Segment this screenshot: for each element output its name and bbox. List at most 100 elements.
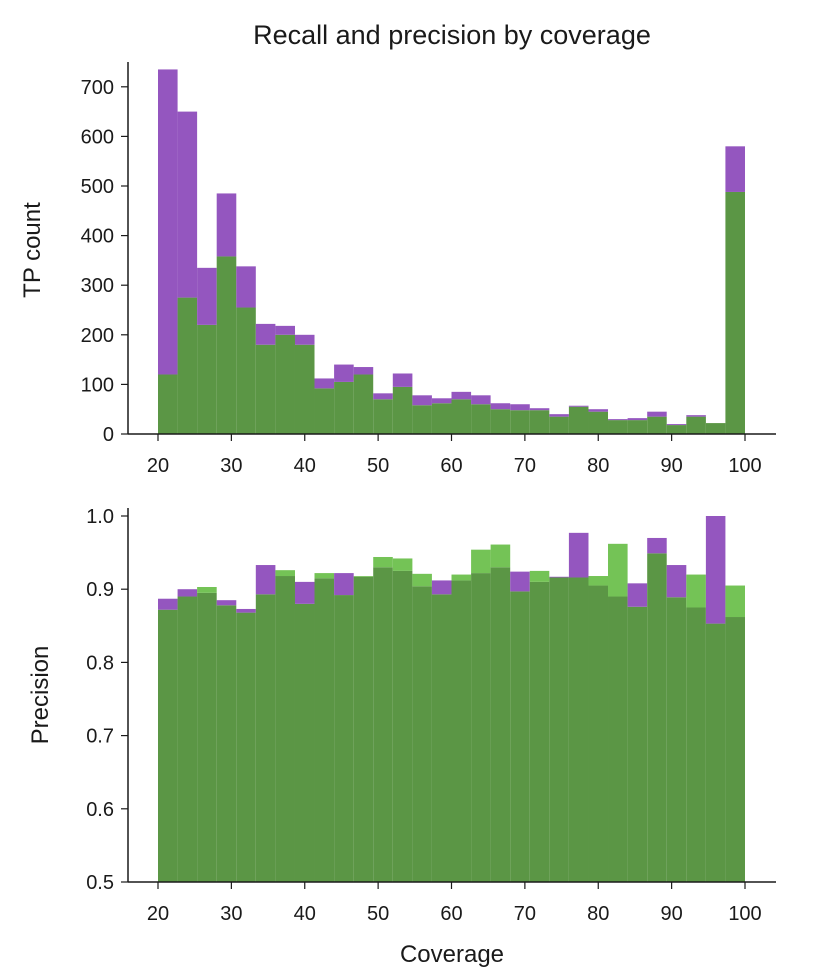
top-bar-overlap-25 (647, 416, 667, 434)
bottom-bar-overlap-9 (334, 595, 354, 882)
bottom-bar-green-6 (275, 570, 295, 577)
top-bar-purple-2 (197, 267, 217, 325)
bottom-bar-purple-4 (236, 608, 256, 613)
bottom-y-tick-label-2: 0.7 (86, 726, 114, 748)
top-x-tick-label-90: 90 (661, 455, 683, 477)
bottom-bar-purple-1 (177, 589, 198, 597)
bottom-bar-overlap-13 (412, 586, 432, 882)
bottom-bar-overlap-28 (705, 623, 726, 882)
top-bar-purple-16 (471, 395, 491, 405)
bottom-bar-overlap-26 (666, 597, 687, 882)
top-bar-purple-6 (275, 325, 295, 335)
bottom-x-tick-label-30: 30 (220, 903, 242, 925)
bottom-y-tick-label-0: 0.5 (86, 872, 114, 894)
top-bar-purple-0 (158, 69, 178, 375)
top-bar-overlap-16 (471, 404, 491, 434)
bottom-bar-overlap-2 (197, 592, 217, 882)
top-bar-overlap-18 (510, 410, 530, 434)
bottom-bar-green-16 (471, 549, 491, 574)
bottom-bar-purple-24 (627, 583, 648, 607)
top-bar-purple-12 (392, 373, 413, 387)
bottom-bar-overlap-22 (588, 585, 609, 882)
bottom-bar-green-17 (490, 544, 511, 568)
top-bar-purple-27 (686, 415, 706, 417)
top-bar-purple-3 (216, 193, 237, 257)
top-bar-purple-20 (549, 414, 569, 417)
bottom-bar-overlap-14 (431, 594, 452, 882)
chart-title: Recall and precision by coverage (253, 20, 651, 50)
top-bar-overlap-6 (275, 334, 295, 434)
top-y-tick-label-0: 0 (103, 424, 114, 446)
bottom-bar-green-11 (373, 556, 393, 568)
top-bar-overlap-19 (529, 410, 550, 434)
bottom-bar-overlap-11 (373, 567, 393, 882)
bottom-bar-overlap-8 (314, 578, 335, 882)
top-y-axis-label: TP count (19, 202, 46, 298)
top-x-tick-label-50: 50 (367, 455, 389, 477)
bottom-x-tick-label-80: 80 (587, 903, 609, 925)
top-bar-overlap-23 (608, 420, 628, 434)
bottom-bar-green-13 (412, 573, 432, 587)
top-bar-overlap-10 (353, 374, 374, 434)
top-bar-purple-1 (177, 111, 198, 298)
bottom-bar-overlap-0 (158, 609, 178, 882)
bottom-bar-green-8 (314, 573, 335, 579)
top-bar-overlap-7 (294, 344, 315, 434)
top-bar-overlap-28 (705, 423, 726, 434)
bottom-bar-green-15 (451, 574, 472, 581)
bottom-x-tick-label-60: 60 (440, 903, 462, 925)
bottom-bar-overlap-27 (686, 607, 706, 882)
top-bar-overlap-0 (158, 374, 178, 434)
top-y-tick-label-7: 700 (81, 77, 114, 99)
top-bar-purple-10 (353, 367, 374, 375)
bottom-bar-overlap-4 (236, 612, 256, 882)
top-y-tick-label-4: 400 (81, 226, 114, 248)
bottom-x-tick-label-40: 40 (294, 903, 316, 925)
top-bar-overlap-14 (431, 403, 452, 434)
top-x-tick-label-60: 60 (440, 455, 462, 477)
top-bar-overlap-21 (568, 406, 589, 434)
bottom-x-tick-label-90: 90 (661, 903, 683, 925)
top-bar-overlap-8 (314, 388, 335, 434)
bottom-bar-overlap-16 (471, 573, 491, 882)
bottom-bar-green-19 (529, 570, 550, 582)
bottom-bar-overlap-17 (490, 567, 511, 882)
top-bar-overlap-11 (373, 399, 393, 434)
top-x-tick-label-20: 20 (147, 455, 169, 477)
top-bar-purple-26 (666, 424, 687, 426)
top-bar-purple-8 (314, 378, 335, 389)
top-bar-purple-19 (529, 408, 550, 411)
top-bar-purple-29 (725, 146, 745, 192)
bottom-bar-green-23 (608, 543, 628, 597)
bottom-x-tick-label-50: 50 (367, 903, 389, 925)
x-axis-label: Coverage (400, 941, 504, 968)
bottom-bar-overlap-29 (725, 617, 745, 882)
top-bar-purple-21 (568, 405, 589, 407)
top-bar-overlap-22 (588, 411, 609, 434)
top-bar-overlap-29 (725, 191, 745, 434)
top-bar-overlap-9 (334, 381, 354, 434)
bottom-bar-green-27 (686, 574, 706, 608)
top-bar-purple-7 (294, 334, 315, 345)
top-bar-purple-13 (412, 395, 432, 406)
top-bar-overlap-2 (197, 324, 217, 434)
bottom-y-tick-label-1: 0.6 (86, 799, 114, 821)
bottom-bar-purple-3 (216, 600, 237, 606)
bottom-x-tick-label-70: 70 (514, 903, 536, 925)
top-bar-overlap-24 (627, 420, 648, 434)
top-bar-overlap-17 (490, 409, 511, 434)
bottom-bar-purple-20 (549, 576, 569, 578)
bottom-x-tick-label-100: 100 (728, 903, 761, 925)
top-x-tick-label-100: 100 (728, 455, 761, 477)
precision-panel: 20 30 40 50 60 70 80 90 100 0.5 0.6 0.7 0.8 0.9 1.0 (86, 506, 776, 925)
recall-panel: 20 30 40 50 60 70 80 90 100 0 100 200 300 400 500 600 70… (81, 62, 776, 477)
bottom-bar-overlap-10 (353, 576, 374, 882)
bottom-bar-purple-26 (666, 565, 687, 598)
top-y-tick-label-1: 100 (81, 374, 114, 396)
bottom-bar-purple-7 (294, 581, 315, 604)
top-y-tick-label-3: 300 (81, 275, 114, 297)
top-bar-purple-14 (431, 398, 452, 404)
bottom-bar-overlap-24 (627, 606, 648, 882)
bottom-y-tick-label-3: 0.8 (86, 652, 114, 674)
top-bar-purple-4 (236, 266, 256, 308)
